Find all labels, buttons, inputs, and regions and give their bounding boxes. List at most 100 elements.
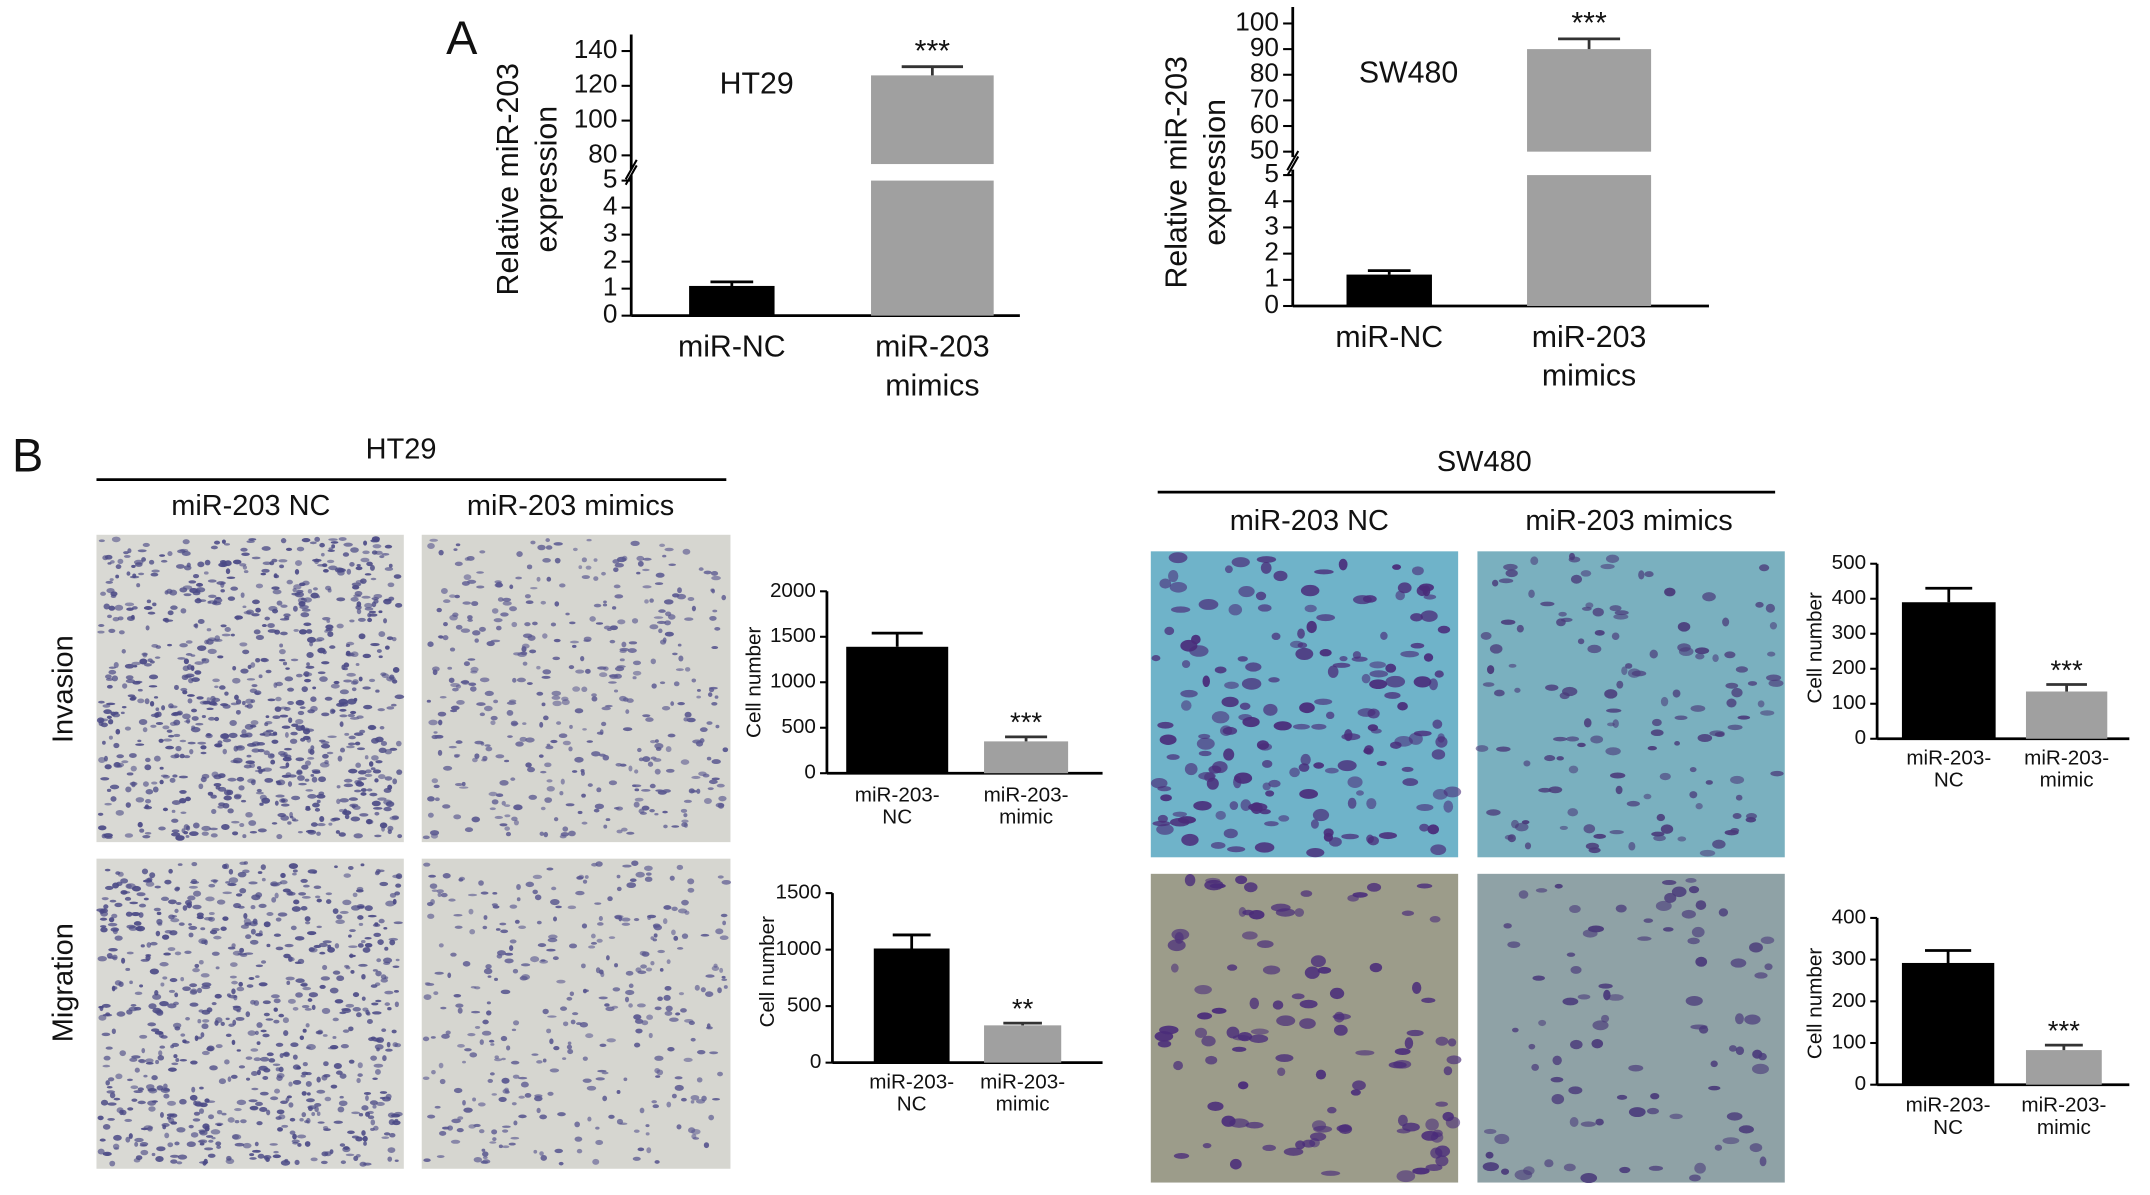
cell <box>687 596 695 602</box>
cell <box>273 573 278 579</box>
cell <box>145 1062 154 1065</box>
cell <box>310 1157 318 1162</box>
cell <box>253 629 261 635</box>
cell <box>569 991 575 997</box>
cell <box>216 744 223 748</box>
cell <box>1643 918 1654 923</box>
cell <box>261 623 267 628</box>
cell <box>232 1006 242 1011</box>
cell <box>223 543 231 546</box>
cell <box>550 739 558 744</box>
cell <box>681 933 689 939</box>
cell <box>370 642 380 647</box>
cell <box>1760 710 1775 716</box>
cell <box>443 622 448 627</box>
cell <box>1724 829 1739 836</box>
cell <box>428 874 437 878</box>
cell <box>659 639 667 645</box>
cell <box>357 943 364 948</box>
cell <box>117 558 124 564</box>
cell <box>288 717 293 724</box>
cell <box>581 557 587 563</box>
cell <box>422 835 430 840</box>
cell <box>1393 1059 1412 1069</box>
cell <box>250 662 256 668</box>
cell <box>226 576 236 580</box>
cell <box>301 1112 307 1118</box>
cell <box>1396 1170 1416 1183</box>
cell <box>300 878 308 883</box>
cell <box>255 634 265 641</box>
cell <box>279 714 289 718</box>
cell <box>307 709 315 714</box>
cell <box>297 830 303 834</box>
cell <box>551 886 557 891</box>
cell <box>499 922 507 926</box>
cell <box>385 1093 392 1100</box>
cell <box>339 708 347 712</box>
cell <box>539 721 544 728</box>
cell <box>1249 1034 1269 1044</box>
cell <box>221 824 230 830</box>
x-tick-label: miR-NC <box>1335 321 1443 354</box>
cell <box>637 747 642 753</box>
micrograph <box>1477 873 1785 1184</box>
cell <box>355 566 363 571</box>
cell <box>223 795 232 801</box>
y-tick-label: 4 <box>1264 184 1279 214</box>
cell <box>1486 809 1501 816</box>
cell <box>695 740 704 747</box>
cell <box>1241 677 1262 690</box>
cell <box>1159 734 1177 745</box>
cell <box>655 572 665 578</box>
cell <box>337 570 345 576</box>
cell <box>1222 726 1238 735</box>
cell <box>1156 824 1174 835</box>
cell <box>288 1102 294 1108</box>
cell <box>361 1105 369 1111</box>
cell <box>220 1021 225 1026</box>
cell <box>601 571 606 576</box>
cell <box>663 994 671 1001</box>
cell <box>486 1001 491 1005</box>
cell <box>1300 753 1311 766</box>
cell <box>628 641 638 645</box>
cell <box>1237 1081 1249 1090</box>
cell <box>140 944 145 948</box>
cell <box>231 943 236 948</box>
cell <box>1223 748 1235 761</box>
cell <box>301 764 309 770</box>
cell <box>1256 556 1277 563</box>
cell <box>364 905 373 911</box>
cell <box>218 1078 227 1085</box>
cell <box>189 983 198 988</box>
cell <box>182 690 188 695</box>
cell <box>468 908 474 915</box>
cell <box>1229 1158 1242 1170</box>
cell <box>346 641 355 646</box>
cell <box>300 737 306 742</box>
cell <box>347 1130 355 1135</box>
cell <box>501 1057 506 1061</box>
y-tick-label: 100 <box>1832 691 1866 714</box>
cell <box>148 559 155 565</box>
cell <box>601 721 607 727</box>
cell <box>540 1155 548 1161</box>
cell <box>246 678 256 681</box>
cell <box>510 777 516 781</box>
cell <box>1410 613 1423 622</box>
cell <box>530 586 538 590</box>
cell <box>201 831 209 836</box>
cell <box>1518 890 1529 899</box>
cell <box>350 651 359 658</box>
cell <box>207 648 217 655</box>
cell <box>372 769 382 774</box>
cell <box>644 876 653 882</box>
cell <box>1361 673 1371 684</box>
cell <box>1503 563 1518 571</box>
cell <box>183 565 192 571</box>
cell <box>234 1142 245 1147</box>
cell <box>198 960 204 965</box>
cell <box>108 628 116 633</box>
cell <box>138 719 148 725</box>
